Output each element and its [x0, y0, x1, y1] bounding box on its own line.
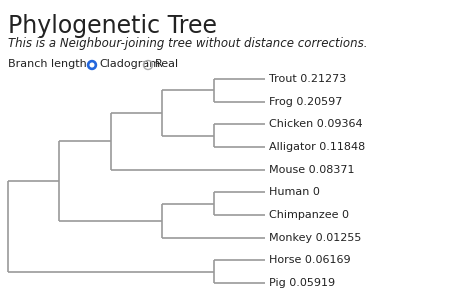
- Text: This is a Neighbour-joining tree without distance corrections.: This is a Neighbour-joining tree without…: [8, 37, 367, 50]
- Text: Alligator 0.11848: Alligator 0.11848: [269, 142, 365, 152]
- Text: Human 0: Human 0: [269, 187, 320, 197]
- Text: Trout 0.21273: Trout 0.21273: [269, 74, 346, 84]
- Text: Branch length:: Branch length:: [8, 59, 91, 69]
- Circle shape: [88, 60, 97, 69]
- Text: Cladogram: Cladogram: [99, 59, 160, 69]
- Text: Mouse 0.08371: Mouse 0.08371: [269, 165, 355, 175]
- Text: Phylogenetic Tree: Phylogenetic Tree: [8, 14, 217, 38]
- Text: Monkey 0.01255: Monkey 0.01255: [269, 233, 361, 243]
- Circle shape: [90, 63, 94, 67]
- Text: Horse 0.06169: Horse 0.06169: [269, 255, 351, 265]
- Text: Real: Real: [155, 59, 179, 69]
- Text: Chimpanzee 0: Chimpanzee 0: [269, 210, 349, 220]
- Text: Pig 0.05919: Pig 0.05919: [269, 278, 335, 288]
- Text: Chicken 0.09364: Chicken 0.09364: [269, 119, 363, 129]
- Text: Frog 0.20597: Frog 0.20597: [269, 97, 342, 107]
